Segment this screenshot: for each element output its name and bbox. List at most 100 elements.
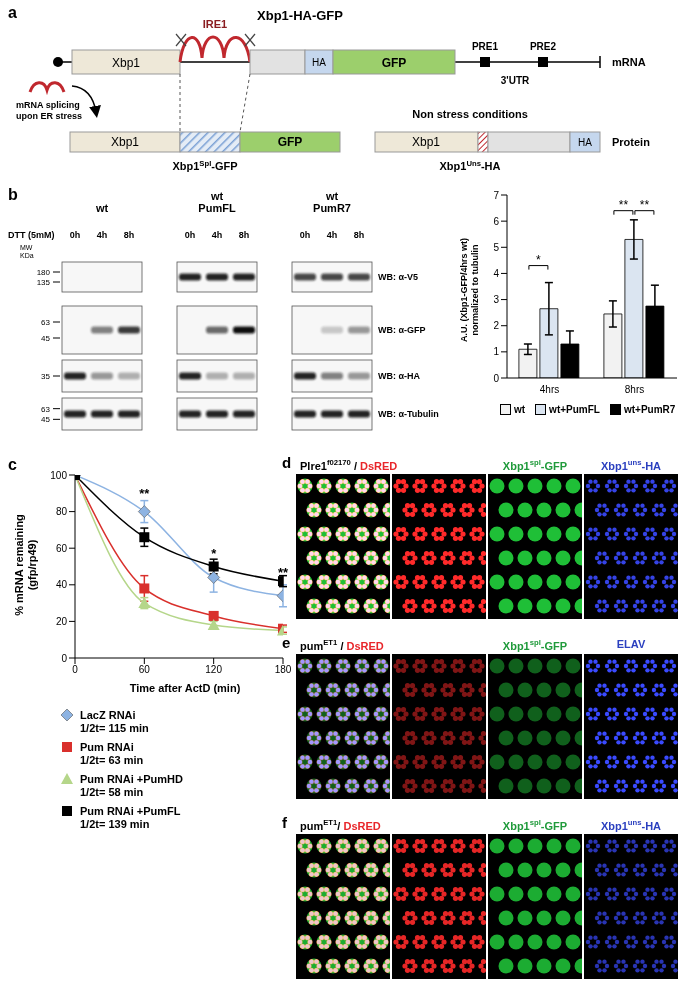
- svg-text:*: *: [211, 546, 217, 561]
- html-text:wt+PumFL: wt+PumFL: [549, 404, 600, 415]
- svg-text:Xbp1Spl-GFP: Xbp1Spl-GFP: [172, 159, 237, 173]
- svg-text:*: *: [536, 253, 541, 267]
- svg-text:Xbp1: Xbp1: [111, 135, 139, 149]
- svg-text:20: 20: [56, 616, 68, 627]
- svg-text:MW: MW: [20, 244, 33, 251]
- svg-text:4: 4: [493, 268, 499, 279]
- svg-text:KDa: KDa: [20, 252, 34, 259]
- svg-text:120: 120: [205, 664, 222, 675]
- svg-text:8h: 8h: [354, 230, 365, 240]
- html-text:Pum RNAi: Pum RNAi: [80, 741, 134, 753]
- svg-text:7: 7: [493, 190, 499, 201]
- html-text:Time after ActD (min): Time after ActD (min): [129, 682, 241, 694]
- svg-text:3: 3: [493, 294, 499, 305]
- svg-text:mRNA splicing: mRNA splicing: [16, 100, 80, 110]
- svg-text:WB: α-HA: WB: α-HA: [378, 371, 421, 381]
- svg-text:Xbp1-HA-GFP: Xbp1-HA-GFP: [257, 8, 343, 23]
- svg-text:IRE1: IRE1: [203, 18, 227, 30]
- svg-text:b: b: [8, 186, 18, 203]
- svg-text:a: a: [8, 4, 17, 21]
- html-text:Pum RNAi +PumFL: Pum RNAi +PumFL: [80, 805, 181, 817]
- svg-text:100: 100: [50, 470, 67, 481]
- svg-text:wt: wt: [210, 190, 224, 202]
- svg-text:Xbp1Uns-HA: Xbp1Uns-HA: [440, 159, 501, 173]
- svg-text:Protein: Protein: [612, 136, 650, 148]
- svg-text:0h: 0h: [70, 230, 81, 240]
- html-text:pumET1/ DsRED: pumET1/ DsRED: [300, 818, 381, 832]
- svg-text:0: 0: [493, 373, 499, 384]
- svg-text:3'UTR: 3'UTR: [501, 75, 530, 86]
- svg-text:wt: wt: [325, 190, 339, 202]
- svg-text:wt: wt: [95, 202, 109, 214]
- svg-text:8h: 8h: [124, 230, 135, 240]
- html-text:1/2t= 58 min: 1/2t= 58 min: [80, 786, 144, 798]
- svg-text:2: 2: [493, 320, 499, 331]
- svg-text:HA: HA: [578, 137, 592, 148]
- svg-text:0: 0: [72, 664, 78, 675]
- html-text:Xbp1spl-GFP: Xbp1spl-GFP: [502, 458, 568, 472]
- html-text:1/2t= 63 min: 1/2t= 63 min: [80, 754, 144, 766]
- svg-text:WB: α-V5: WB: α-V5: [378, 272, 418, 282]
- svg-text:63: 63: [41, 405, 50, 414]
- svg-text:Xbp1: Xbp1: [112, 56, 140, 70]
- html-text:normalized to tubulin: normalized to tubulin: [470, 244, 480, 336]
- svg-text:6: 6: [493, 216, 499, 227]
- svg-text:4h: 4h: [327, 230, 338, 240]
- html-text:Plre1f02170/ DsRED: Plre1f02170/ DsRED: [300, 458, 398, 472]
- html-text:wt+PumR7: wt+PumR7: [624, 404, 676, 415]
- html-text:pumET1/ DsRED: pumET1/ DsRED: [300, 638, 384, 652]
- html-text:wt: wt: [514, 404, 526, 415]
- svg-text:63: 63: [41, 318, 50, 327]
- svg-text:PumFL: PumFL: [198, 202, 236, 214]
- svg-text:GFP: GFP: [278, 135, 303, 149]
- svg-text:45: 45: [41, 415, 50, 424]
- html-text:Pum RNAi +PumHD: Pum RNAi +PumHD: [80, 773, 183, 785]
- html-text:ELAV: ELAV: [616, 638, 646, 650]
- svg-text:mRNA: mRNA: [612, 56, 646, 68]
- svg-text:135: 135: [37, 278, 51, 287]
- svg-text:40: 40: [56, 579, 68, 590]
- html-text:1/2t= 139 min: 1/2t= 139 min: [80, 818, 150, 830]
- html-text:(gfp/rp49): (gfp/rp49): [26, 539, 38, 591]
- svg-text:180: 180: [275, 664, 292, 675]
- svg-text:upon ER stress: upon ER stress: [16, 111, 82, 121]
- svg-text:PRE2: PRE2: [530, 41, 557, 52]
- svg-text:Xbp1: Xbp1: [412, 135, 440, 149]
- html-text:A.U. (Xbp1-GFP/4hrs wt): A.U. (Xbp1-GFP/4hrs wt): [459, 238, 469, 342]
- svg-text:**: **: [278, 565, 289, 580]
- svg-text:80: 80: [56, 506, 68, 517]
- svg-text:8h: 8h: [239, 230, 250, 240]
- html-text:% mRNA remaining: % mRNA remaining: [13, 514, 25, 616]
- html-text:Xbp1spl-GFP: Xbp1spl-GFP: [502, 638, 568, 652]
- svg-text:35: 35: [41, 372, 50, 381]
- svg-text:180: 180: [37, 268, 51, 277]
- html-text:Xbp1spl-GFP: Xbp1spl-GFP: [502, 818, 568, 832]
- svg-text:HA: HA: [312, 57, 326, 68]
- svg-text:8hrs: 8hrs: [625, 384, 644, 395]
- svg-text:**: **: [619, 198, 629, 212]
- svg-text:PRE1: PRE1: [472, 41, 499, 52]
- svg-text:4h: 4h: [97, 230, 108, 240]
- svg-text:45: 45: [41, 334, 50, 343]
- svg-text:4hrs: 4hrs: [540, 384, 559, 395]
- html-text:Xbp1uns-HA: Xbp1uns-HA: [600, 458, 662, 472]
- svg-text:0h: 0h: [185, 230, 196, 240]
- svg-text:60: 60: [56, 543, 68, 554]
- html-text:Xbp1uns-HA: Xbp1uns-HA: [600, 818, 662, 832]
- svg-text:Non stress conditions: Non stress conditions: [412, 108, 528, 120]
- svg-text:0h: 0h: [300, 230, 311, 240]
- svg-text:DTT (5mM): DTT (5mM): [8, 230, 55, 240]
- svg-text:WB: α-Tubulin: WB: α-Tubulin: [378, 409, 439, 419]
- svg-text:**: **: [640, 198, 650, 212]
- svg-text:PumR7: PumR7: [313, 202, 351, 214]
- html-text:1/2t= 115 min: 1/2t= 115 min: [80, 722, 149, 734]
- svg-text:1: 1: [493, 346, 499, 357]
- svg-text:0: 0: [61, 653, 67, 664]
- svg-text:5: 5: [493, 242, 499, 253]
- svg-text:GFP: GFP: [382, 56, 407, 70]
- svg-text:4h: 4h: [212, 230, 223, 240]
- html-text:LacZ RNAi: LacZ RNAi: [80, 709, 136, 721]
- svg-text:60: 60: [139, 664, 151, 675]
- svg-text:WB: α-GFP: WB: α-GFP: [378, 325, 426, 335]
- svg-text:**: **: [139, 486, 150, 501]
